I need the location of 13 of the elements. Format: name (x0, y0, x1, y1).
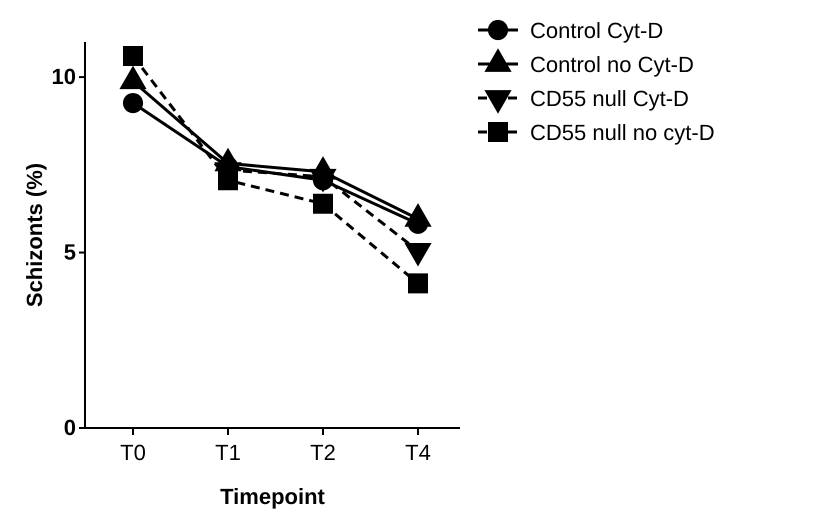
legend-label: CD55 null no cyt-D (530, 120, 715, 145)
x-tick-label: T4 (405, 440, 431, 465)
y-axis-title: Schizonts (%) (22, 162, 47, 308)
y-tick-label: 5 (64, 240, 76, 265)
y-tick-label: 0 (64, 415, 76, 440)
legend-label: Control no Cyt-D (530, 52, 694, 77)
y-tick-label: 10 (52, 64, 76, 90)
x-tick-label: T0 (120, 440, 146, 465)
x-tick-label: T2 (310, 440, 336, 465)
x-tick-label: T1 (215, 440, 241, 465)
legend-label: Control Cyt-D (530, 18, 664, 43)
x-axis-title: Timepoint (220, 484, 326, 509)
legend-label: CD55 null Cyt-D (530, 86, 689, 111)
